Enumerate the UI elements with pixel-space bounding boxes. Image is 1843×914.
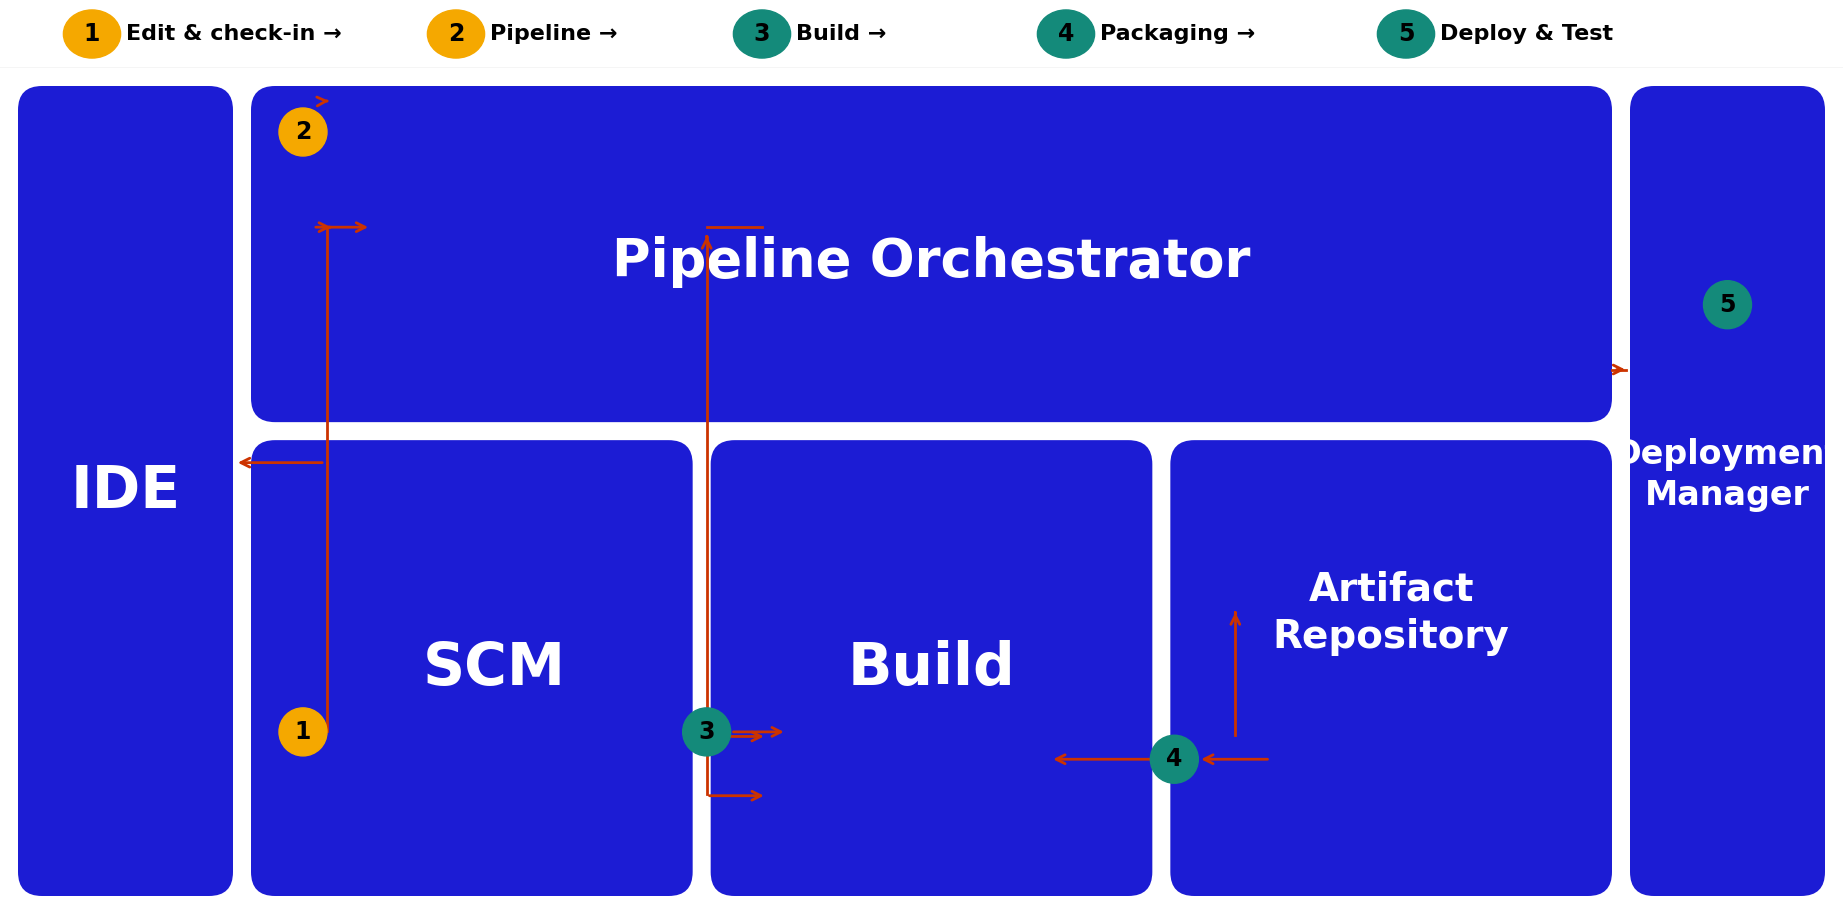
Text: 2: 2 (448, 22, 464, 46)
Text: Pipeline Orchestrator: Pipeline Orchestrator (612, 236, 1251, 288)
Text: 1: 1 (83, 22, 100, 46)
Text: IDE: IDE (70, 462, 181, 519)
Text: Artifact
Repository: Artifact Repository (1274, 571, 1509, 656)
Text: Build →: Build → (796, 24, 886, 44)
Circle shape (1150, 735, 1198, 783)
Text: Packaging →: Packaging → (1100, 24, 1255, 44)
Text: 3: 3 (754, 22, 770, 46)
FancyBboxPatch shape (1629, 86, 1825, 896)
Circle shape (682, 708, 730, 756)
FancyBboxPatch shape (1170, 441, 1613, 896)
Text: Build: Build (848, 640, 1015, 696)
Text: 3: 3 (698, 720, 715, 744)
Text: 2: 2 (295, 120, 311, 144)
Ellipse shape (63, 10, 120, 58)
Ellipse shape (428, 10, 485, 58)
FancyBboxPatch shape (711, 441, 1152, 896)
Text: Edit & check-in →: Edit & check-in → (125, 24, 341, 44)
Circle shape (1703, 281, 1751, 329)
Text: 5: 5 (1720, 292, 1736, 316)
FancyBboxPatch shape (18, 86, 232, 896)
Ellipse shape (1038, 10, 1095, 58)
Circle shape (278, 108, 326, 156)
Text: 5: 5 (1397, 22, 1414, 46)
Text: Deploy & Test: Deploy & Test (1439, 24, 1613, 44)
Text: 4: 4 (1167, 748, 1183, 771)
Text: SCM: SCM (422, 640, 566, 696)
Ellipse shape (734, 10, 791, 58)
FancyBboxPatch shape (251, 441, 693, 896)
Text: 1: 1 (295, 720, 311, 744)
Text: 4: 4 (1058, 22, 1074, 46)
Text: Deployment
Manager: Deployment Manager (1614, 438, 1841, 512)
FancyBboxPatch shape (251, 86, 1613, 422)
Circle shape (278, 708, 326, 756)
Ellipse shape (1377, 10, 1434, 58)
Text: Pipeline →: Pipeline → (490, 24, 617, 44)
